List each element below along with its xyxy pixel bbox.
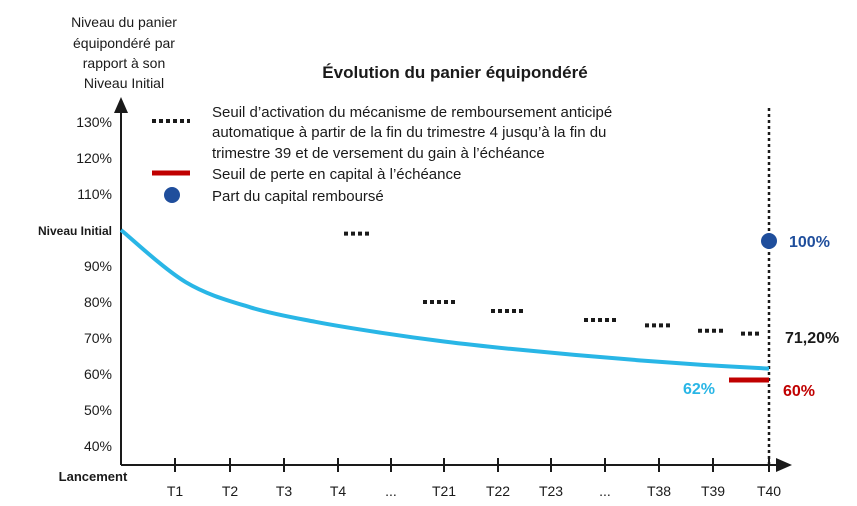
legend-loss-label: Seuil de perte en capital à l’échéance bbox=[212, 166, 461, 183]
x-origin-label: Lancement bbox=[59, 469, 128, 484]
x-tick-label: ... bbox=[385, 483, 397, 499]
x-tick-label: T23 bbox=[539, 483, 563, 499]
x-tick-label: T22 bbox=[486, 483, 510, 499]
y-axis-label-line-4: Niveau Initial bbox=[84, 75, 164, 91]
y-axis-label: Niveau du panier équipondéré par rapport… bbox=[71, 14, 177, 91]
barrier-final-label: 71,20% bbox=[785, 330, 839, 347]
autocall-barrier-marks bbox=[344, 231, 762, 336]
x-tick-label: T2 bbox=[222, 483, 239, 499]
x-axis-arrow bbox=[776, 458, 792, 472]
legend-autocall-line-2: automatique à partir de la fin du trimes… bbox=[212, 124, 606, 141]
basket-curve bbox=[119, 228, 770, 371]
y-tick-label: 40% bbox=[84, 438, 112, 454]
legend-autocall-line-3: trimestre 39 et de versement du gain à l… bbox=[212, 145, 545, 162]
y-tick-label: 90% bbox=[84, 258, 112, 274]
x-tick-label: T21 bbox=[432, 483, 456, 499]
final-level-label: 62% bbox=[683, 381, 715, 398]
y-axis-label-line-2: équipondéré par bbox=[73, 35, 175, 51]
y-tick-label: 50% bbox=[84, 402, 112, 418]
y-tick-label: 60% bbox=[84, 366, 112, 382]
x-tick-label: T1 bbox=[167, 483, 184, 499]
y-tick-label: 80% bbox=[84, 294, 112, 310]
x-tick-label: T40 bbox=[757, 483, 781, 499]
y-axis-arrow bbox=[114, 97, 128, 113]
y-axis-label-line-3: rapport à son bbox=[83, 55, 166, 71]
y-axis-label-line-1: Niveau du panier bbox=[71, 14, 177, 30]
y-tick-label: 120% bbox=[76, 150, 112, 166]
x-tick-label: ... bbox=[599, 483, 611, 499]
y-ticks: 130% 120% 110% Niveau Initial 90% 80% 70% 60% 50… bbox=[38, 114, 112, 454]
y-tick-label: Niveau Initial bbox=[38, 224, 112, 238]
x-tick-label: T4 bbox=[330, 483, 347, 499]
legend-repaid-label: Part du capital remboursé bbox=[212, 188, 384, 205]
legend-autocall-line-1: Seuil d’activation du mécanisme de rembo… bbox=[212, 104, 612, 121]
y-tick-label: 110% bbox=[77, 186, 112, 202]
y-tick-label: 130% bbox=[76, 114, 112, 130]
x-tick-label: T3 bbox=[276, 483, 293, 499]
capital-loss-label: 60% bbox=[783, 383, 815, 400]
legend-circle-marker bbox=[164, 187, 180, 203]
y-tick-label: 70% bbox=[84, 330, 112, 346]
x-ticks: T1 T2 T3 T4... T21 T22 T23... T38 T39 T40 bbox=[167, 458, 781, 499]
legend: Seuil d’activation du mécanisme de rembo… bbox=[152, 104, 612, 205]
x-tick-label: T39 bbox=[701, 483, 725, 499]
chart-title: Évolution du panier équipondéré bbox=[322, 63, 587, 82]
capital-repaid-label: 100% bbox=[789, 234, 830, 251]
x-tick-label: T38 bbox=[647, 483, 671, 499]
capital-repaid-dot bbox=[761, 233, 777, 249]
